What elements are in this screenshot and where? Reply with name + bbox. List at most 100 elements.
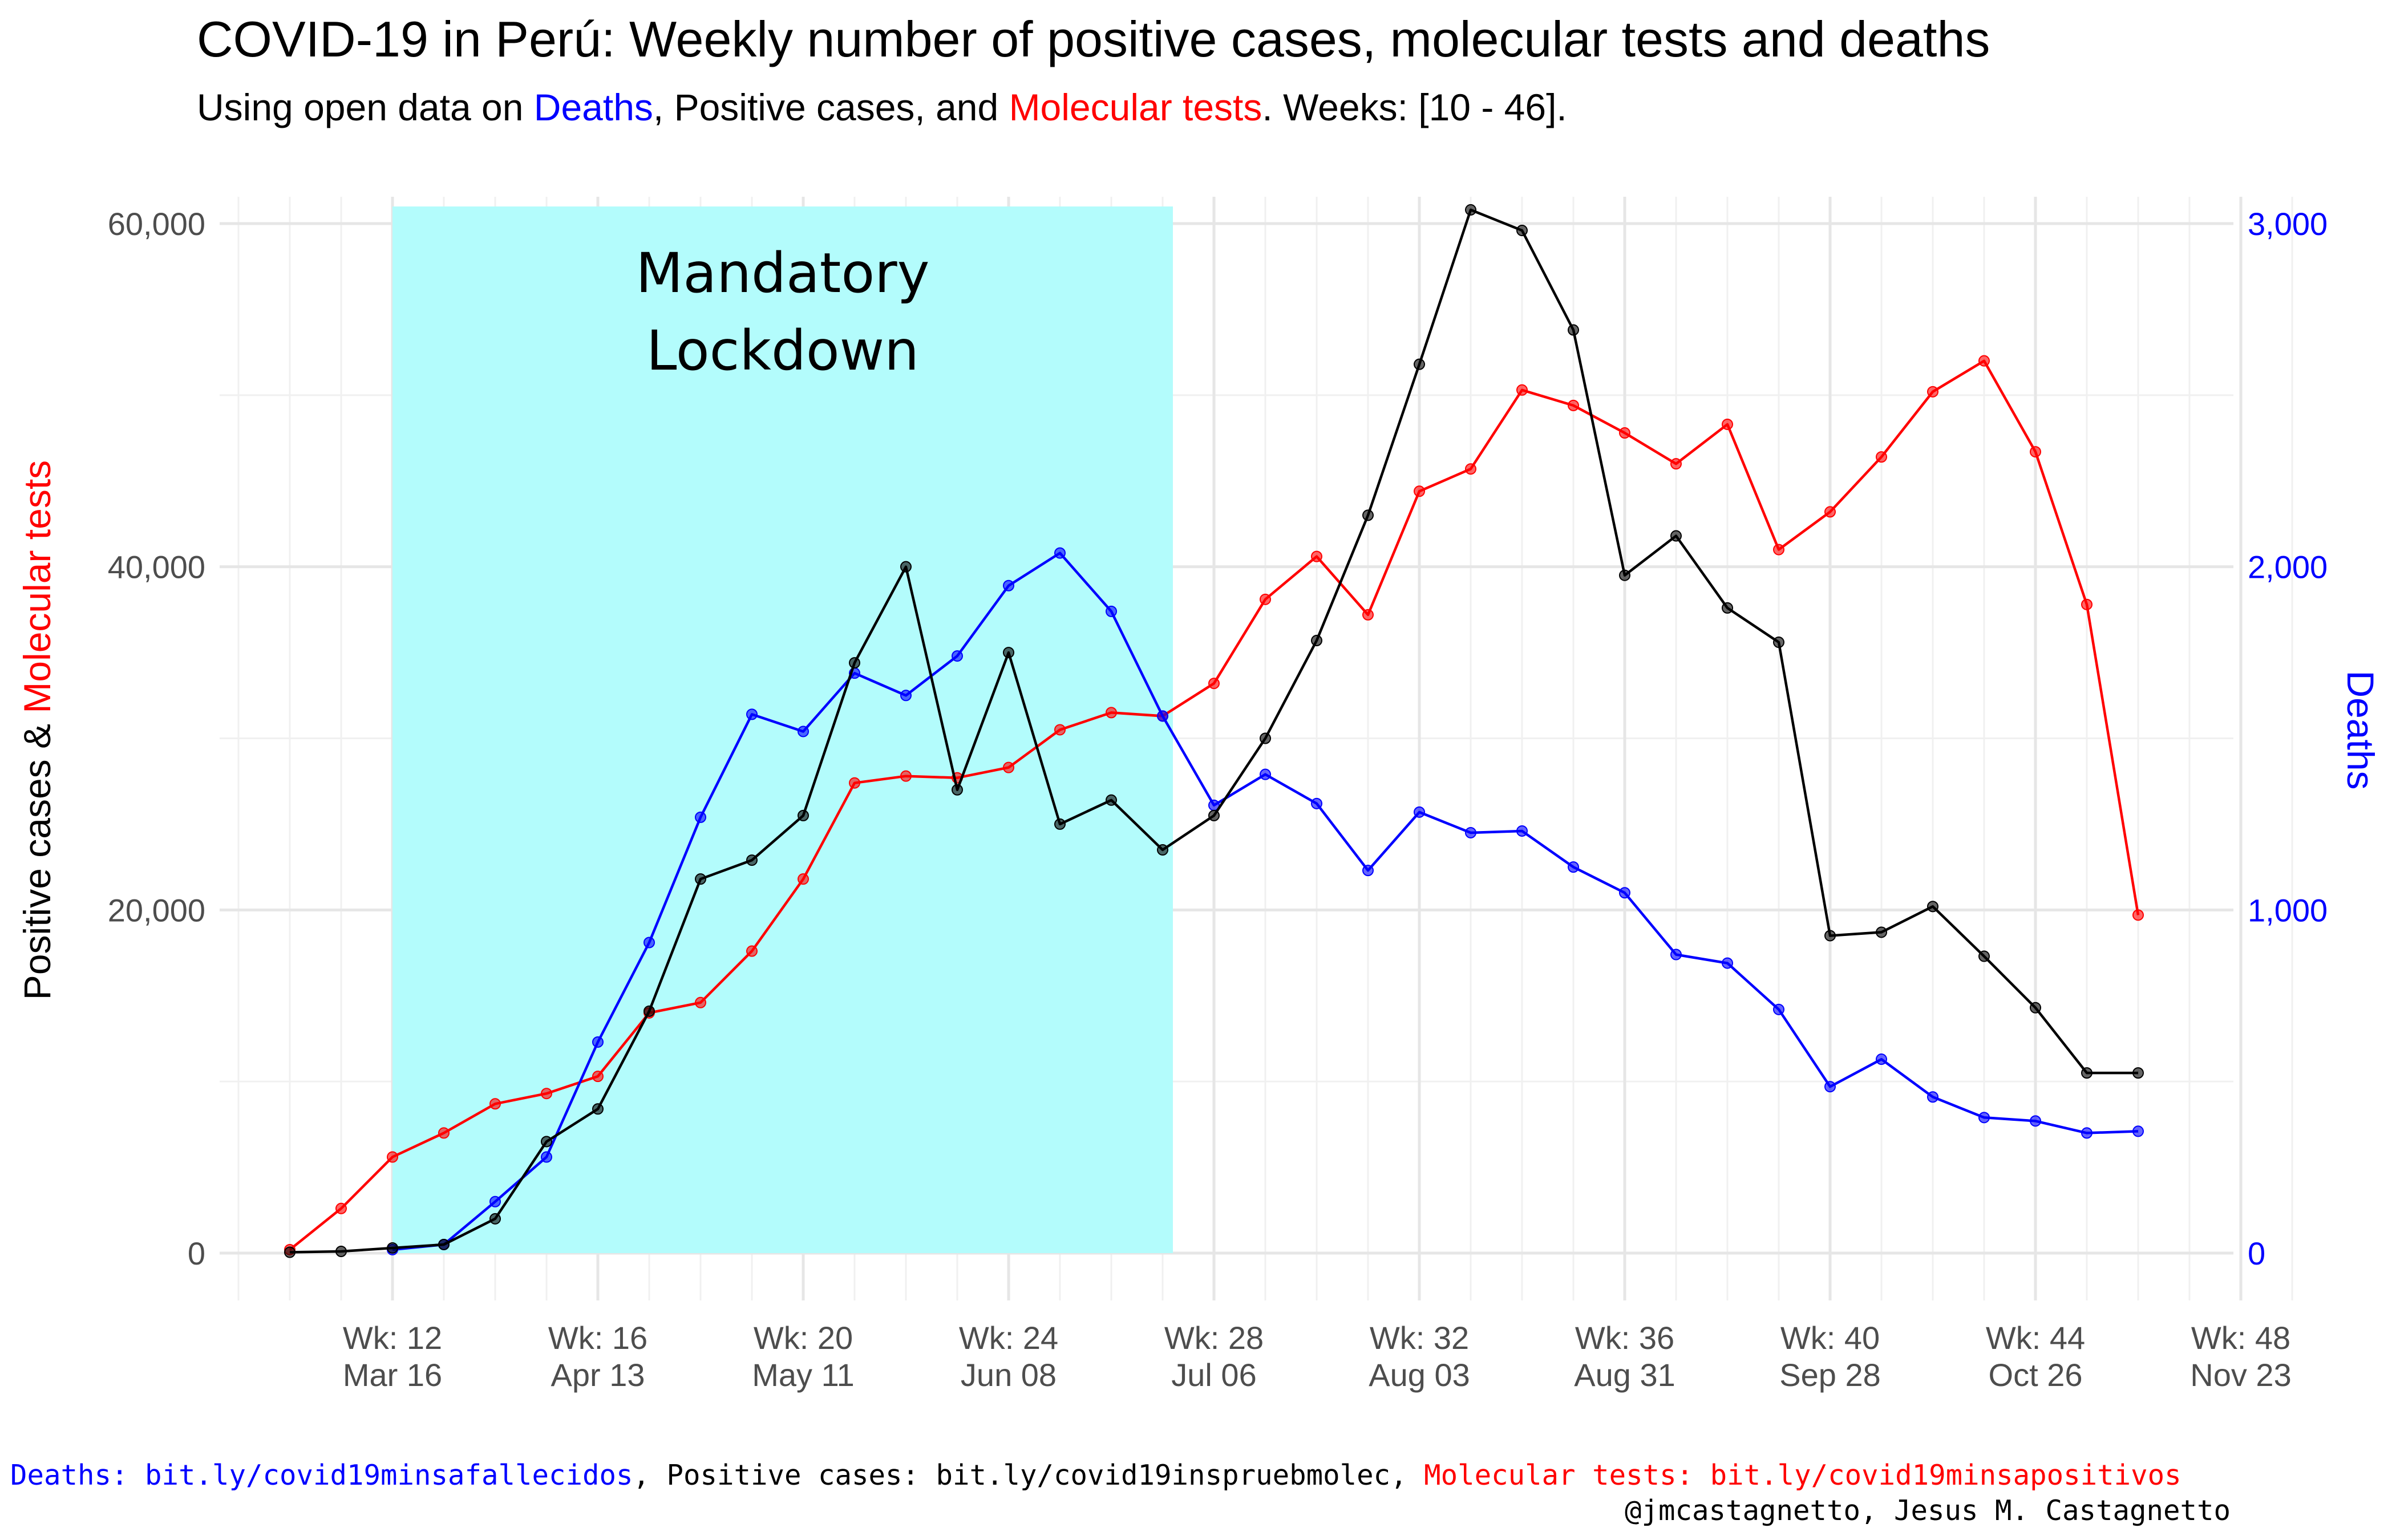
positive-cases-point: [1106, 794, 1117, 806]
x-tick-label-week: Wk: 40: [1780, 1320, 1880, 1356]
deaths-point: [695, 811, 706, 823]
molecular-tests-point: [592, 1071, 604, 1083]
y2-tick-label: 2,000: [2248, 549, 2328, 585]
molecular-tests-point: [1362, 609, 1374, 621]
positive-cases-point: [1054, 818, 1066, 830]
deaths-point: [592, 1036, 604, 1048]
deaths-point: [1670, 949, 1682, 961]
caption-sep1: ,: [633, 1459, 667, 1492]
positive-cases-point: [695, 873, 706, 885]
positive-cases-point: [1465, 204, 1476, 216]
subtitle-tests: Molecular tests: [1009, 86, 1262, 128]
positive-cases-point: [643, 1005, 655, 1017]
positive-cases-point: [1414, 358, 1425, 370]
deaths-point: [1978, 1112, 1990, 1124]
subtitle-deaths: Deaths: [533, 86, 653, 128]
positive-cases-point: [1516, 225, 1528, 237]
molecular-tests-point: [1003, 761, 1014, 773]
deaths-point: [541, 1151, 552, 1163]
deaths-point: [1414, 806, 1425, 818]
positive-cases-point: [1568, 324, 1579, 336]
positive-cases-point: [1260, 732, 1271, 744]
molecular-tests-point: [1824, 506, 1836, 518]
deaths-point: [798, 726, 809, 737]
positive-cases-point: [284, 1246, 296, 1258]
ylabel-tests: Molecular tests: [16, 460, 58, 714]
positive-cases-point: [1003, 647, 1014, 659]
positive-cases-point: [2132, 1067, 2144, 1079]
molecular-tests-point: [335, 1202, 347, 1214]
deaths-point: [489, 1195, 501, 1207]
molecular-tests-point: [900, 770, 912, 782]
molecular-tests-point: [1876, 451, 1887, 463]
x-tick-label-week: Wk: 16: [548, 1320, 647, 1356]
molecular-tests-point: [1106, 707, 1117, 719]
positive-cases-point: [1619, 569, 1630, 581]
positive-cases-point: [746, 854, 758, 866]
positive-cases-point: [1362, 509, 1374, 521]
deaths-point: [1311, 797, 1322, 809]
deaths-point: [1773, 1003, 1784, 1015]
caption-deaths-source: Deaths: bit.ly/covid19minsafallecidos: [10, 1459, 633, 1492]
x-tick-label-date: Aug 03: [1369, 1357, 1470, 1393]
positive-cases-point: [2081, 1067, 2093, 1079]
positive-cases-point: [849, 657, 860, 669]
positive-cases-point: [1157, 844, 1168, 856]
y-tick-label: 60,000: [108, 206, 205, 242]
deaths-point: [1465, 826, 1476, 838]
lockdown-region: Mandatory Lockdown: [392, 206, 1173, 1253]
positive-cases-point: [798, 809, 809, 821]
deaths-point: [1054, 547, 1066, 559]
positive-cases-point: [489, 1213, 501, 1225]
x-tick-label-date: Mar 16: [343, 1357, 442, 1393]
subtitle-post: . Weeks: [10 - 46].: [1262, 86, 1567, 128]
positive-cases-point: [387, 1242, 398, 1254]
positive-cases-point: [1722, 602, 1733, 614]
deaths-point: [746, 708, 758, 720]
molecular-tests-point: [438, 1127, 450, 1139]
molecular-tests-point: [387, 1151, 398, 1163]
positive-cases-point: [1824, 930, 1836, 942]
deaths-point: [900, 690, 912, 702]
molecular-tests-point: [849, 777, 860, 789]
x-tick-label-date: Nov 23: [2190, 1357, 2291, 1393]
molecular-tests-point: [541, 1088, 552, 1100]
deaths-point: [2081, 1127, 2093, 1139]
y-tick-label: 20,000: [108, 892, 205, 928]
series-deaths: [387, 547, 2144, 1255]
molecular-tests-point: [798, 873, 809, 885]
x-tick-label-date: May 11: [752, 1357, 854, 1393]
positive-cases-point: [592, 1103, 604, 1115]
deaths-point: [1722, 957, 1733, 969]
positive-cases-point: [1773, 637, 1784, 649]
positive-cases-point: [900, 561, 912, 573]
positive-cases-point: [1978, 950, 1990, 962]
molecular-tests-point: [1516, 384, 1528, 396]
x-tick-label-week: Wk: 36: [1575, 1320, 1674, 1356]
molecular-tests-point: [1208, 678, 1220, 690]
x-tick-label-date: Aug 31: [1574, 1357, 1675, 1393]
molecular-tests-point: [1927, 386, 1938, 398]
subtitle-mid: , Positive cases, and: [653, 86, 1009, 128]
caption-sources: Deaths: bit.ly/covid19minsafallecidos, P…: [10, 1459, 2182, 1492]
y2-tick-label: 3,000: [2248, 206, 2328, 242]
positive-cases-point: [1208, 809, 1220, 821]
molecular-tests-point: [489, 1098, 501, 1110]
x-tick-label-week: Wk: 24: [959, 1320, 1058, 1356]
deaths-point: [2132, 1125, 2144, 1137]
x-tick-label-date: Jul 06: [1171, 1357, 1256, 1393]
molecular-tests-point: [1260, 593, 1271, 605]
deaths-point: [952, 650, 963, 662]
ylabel-positive: Positive cases &: [16, 714, 58, 1000]
molecular-tests-point: [1414, 485, 1425, 497]
molecular-tests-point: [1568, 399, 1579, 411]
positive-cases-point: [335, 1245, 347, 1257]
caption-author: @jmcastagnetto, Jesus M. Castagnetto: [1624, 1494, 2231, 1527]
positive-cases-point: [438, 1238, 450, 1250]
molecular-tests-point: [746, 945, 758, 957]
molecular-tests-point: [2081, 598, 2093, 610]
deaths-point: [1876, 1053, 1887, 1065]
molecular-tests-point: [695, 996, 706, 1008]
x-tick-label-week: Wk: 20: [754, 1320, 853, 1356]
